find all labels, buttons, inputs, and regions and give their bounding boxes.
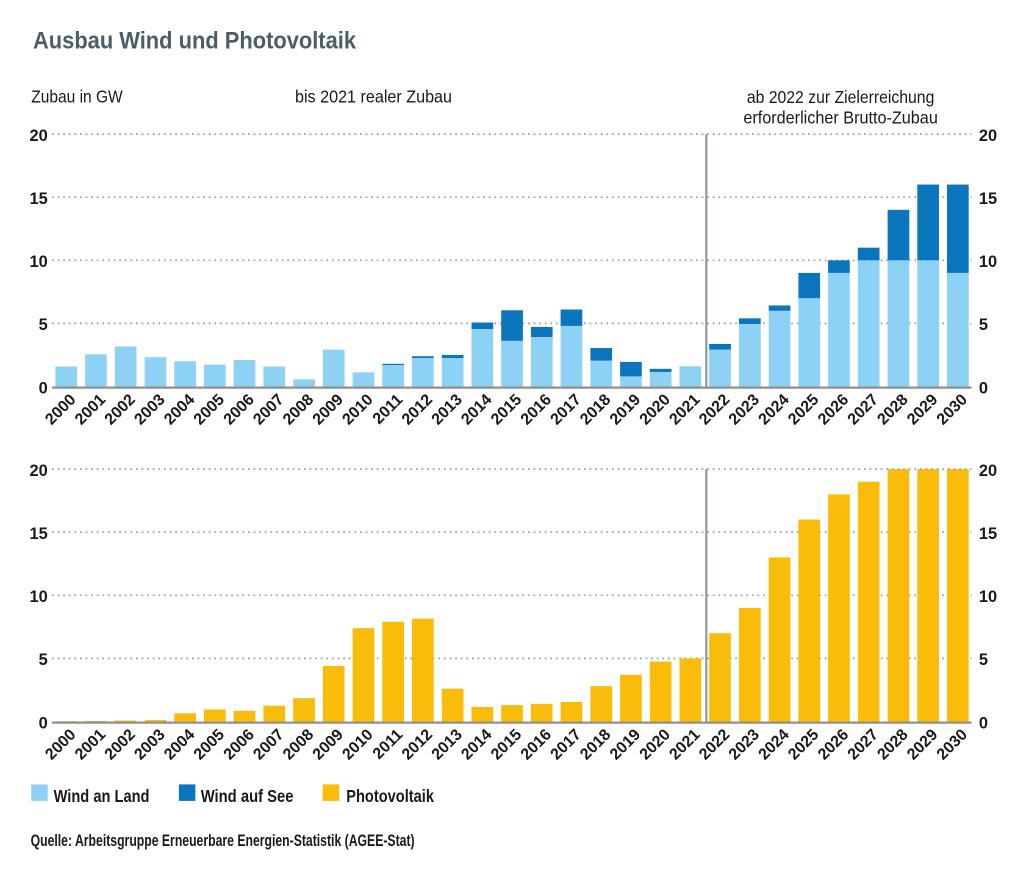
svg-text:Ausbau Wind und Photovoltaik: Ausbau Wind und Photovoltaik	[33, 28, 357, 55]
svg-text:5: 5	[39, 651, 48, 669]
svg-text:5: 5	[979, 316, 988, 334]
svg-text:20: 20	[979, 127, 997, 145]
svg-text:20: 20	[29, 127, 47, 145]
svg-text:20: 20	[29, 462, 47, 480]
svg-text:Wind auf See: Wind auf See	[201, 786, 294, 806]
svg-text:15: 15	[29, 190, 47, 208]
svg-text:ab 2022 zur Zielerreichung: ab 2022 zur Zielerreichung	[747, 87, 935, 107]
svg-text:0: 0	[39, 379, 48, 397]
svg-text:Zubau in GW: Zubau in GW	[31, 86, 123, 106]
svg-text:15: 15	[29, 525, 47, 543]
svg-text:Quelle: Arbeitsgruppe Erneuerb: Quelle: Arbeitsgruppe Erneuerbare Energi…	[31, 831, 415, 850]
svg-text:Wind an Land: Wind an Land	[54, 786, 150, 806]
svg-text:20: 20	[979, 462, 997, 480]
svg-text:0: 0	[979, 714, 988, 732]
svg-text:10: 10	[979, 253, 997, 271]
svg-text:Photovoltaik: Photovoltaik	[346, 786, 434, 806]
svg-text:15: 15	[979, 525, 997, 543]
svg-text:0: 0	[39, 714, 48, 732]
svg-text:5: 5	[39, 316, 48, 334]
svg-text:10: 10	[29, 588, 47, 606]
svg-text:5: 5	[979, 651, 988, 669]
svg-text:10: 10	[979, 588, 997, 606]
svg-text:bis 2021 realer Zubau: bis 2021 realer Zubau	[295, 86, 452, 106]
svg-text:erforderlicher Brutto-Zubau: erforderlicher Brutto-Zubau	[743, 107, 938, 127]
svg-text:15: 15	[979, 190, 997, 208]
svg-text:10: 10	[29, 253, 47, 271]
svg-text:0: 0	[979, 379, 988, 397]
